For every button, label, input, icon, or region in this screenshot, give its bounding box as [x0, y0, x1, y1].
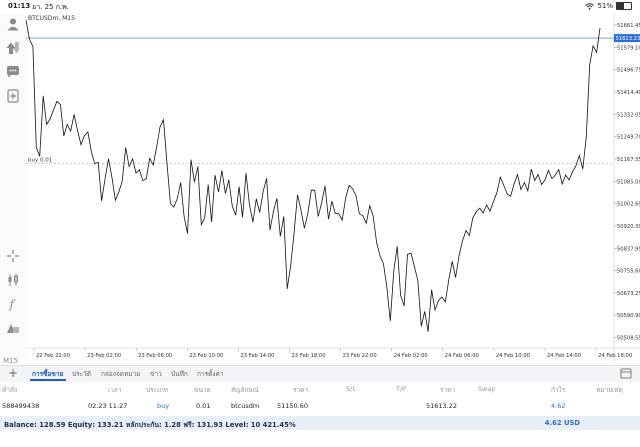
profit-cell: 4.62: [551, 402, 566, 410]
ticket-cell: 588499438: [2, 402, 40, 410]
date: อา. 25 ก.พ.: [32, 3, 70, 11]
time-tick-label: 23 Feb 06:00: [138, 353, 172, 359]
col-price-current: ราคา: [440, 386, 456, 394]
clock: 01:13: [8, 2, 31, 10]
total-profit-value: 4.62: [544, 419, 562, 427]
time-tick-label: 24 Feb 18:00: [598, 353, 632, 359]
price-tick-label: 51496.75: [617, 68, 640, 74]
price-tick-label: 51414.40: [617, 90, 640, 96]
indicator-function-icon[interactable]: f: [5, 296, 21, 312]
active-tab-indicator: [30, 379, 66, 381]
col-price-open: ราคา: [293, 386, 309, 394]
price-tick-label: 50837.95: [617, 246, 640, 252]
battery-percentage: 51%: [597, 2, 613, 10]
crosshair-icon[interactable]: [5, 248, 21, 264]
wifi-icon: [585, 2, 595, 10]
currency-label: USD: [563, 419, 580, 427]
tab-settings[interactable]: การตั้งค่า: [197, 370, 224, 378]
price-tick-label: 50755.60: [617, 269, 640, 275]
col-swap: Swap: [478, 385, 496, 393]
col-volume: ขนาด: [194, 386, 211, 394]
current-price-label-bg: [614, 34, 640, 43]
col-profit: กำไร: [551, 386, 566, 394]
terminal-tab-bar: + การซื้อขาย ประวัติ กล่องจดหมาย ข่าว บั…: [0, 365, 640, 382]
price-current-cell: 51613.22: [426, 402, 458, 410]
current-price-label: 51613.23: [616, 36, 640, 42]
price-tick-label: 51085.00: [617, 179, 640, 185]
time-tick-label: 23 Feb 02:00: [87, 353, 121, 359]
timeframe-selector[interactable]: M15: [3, 357, 18, 365]
tab-news[interactable]: ข่าว: [150, 370, 162, 378]
time-tick-label: 23 Feb 10:00: [189, 353, 223, 359]
price-series-line: [25, 20, 601, 332]
price-tick-label: 50590.90: [617, 313, 640, 319]
col-type: ประเภท: [146, 386, 168, 394]
price-open-cell: 51150.60: [277, 402, 309, 410]
tab-history[interactable]: ประวัติ: [72, 370, 91, 378]
balance-summary: Balance: 128.59 Equity: 133.21 หลักประกั…: [4, 421, 296, 429]
time-tick-label: 23 Feb 22:00: [343, 353, 377, 359]
total-profit: 4.62 USD: [545, 419, 580, 427]
trade-table-header: คำสั่ง เวลา ประเภท ขนาด สัญลักษณ์ ราคา S…: [0, 382, 640, 396]
price-tick-label: 51002.65: [617, 202, 640, 208]
tab-trade[interactable]: การซื้อขาย: [32, 370, 64, 378]
time-tick-label: 24 Feb 06:00: [445, 353, 479, 359]
col-time: เวลา: [108, 386, 122, 394]
tab-journal[interactable]: บันทึก: [171, 370, 188, 378]
price-tick-label: 50508.55: [617, 336, 640, 342]
panel-toggle-icon[interactable]: [620, 368, 632, 379]
balance-bar: Balance: 128.59 Equity: 133.21 หลักประกั…: [0, 416, 640, 430]
order-line-label: buy 0.01: [28, 158, 52, 164]
current-price-line: 51613.23: [26, 34, 640, 43]
candlestick-icon[interactable]: [5, 272, 21, 288]
price-tick-label: 51579.10: [617, 45, 640, 51]
time-tick-label: 22 Feb 22:00: [36, 353, 70, 359]
price-tick-label: 50920.30: [617, 224, 640, 230]
chat-icon[interactable]: [5, 64, 21, 80]
price-tick-label: 51332.05: [617, 112, 640, 118]
type-cell: buy: [157, 402, 170, 410]
add-icon[interactable]: +: [8, 366, 19, 380]
volume-cell: 0.01: [196, 402, 211, 410]
status-bar: 01:13 อา. 25 ก.พ. 51%: [0, 0, 640, 14]
account-icon[interactable]: [5, 16, 21, 32]
battery-icon: [616, 2, 632, 10]
trade-arrows-icon[interactable]: [5, 40, 21, 56]
table-row[interactable]: 588499438 02.23 11:27 buy 0.01 btcusdm 5…: [0, 399, 640, 413]
tab-mailbox[interactable]: กล่องจดหมาย: [101, 370, 141, 378]
time-tick-label: 24 Feb 14:00: [547, 353, 581, 359]
price-tick-label: 51661.45: [617, 23, 640, 29]
price-tick-label: 51249.70: [617, 135, 640, 141]
svg-text:f: f: [9, 298, 17, 312]
col-ticket: คำสั่ง: [2, 386, 18, 394]
chart-grid: [26, 14, 640, 364]
status-right: 51%: [585, 2, 632, 10]
drawing-shapes-icon[interactable]: [5, 320, 21, 336]
price-chart[interactable]: BTCUSDm, M15 buy 0.01 51613.23 51661.455…: [0, 14, 640, 364]
time-cell: 02.23 11:27: [88, 402, 128, 410]
col-symbol: สัญลักษณ์: [231, 386, 259, 394]
time-tick-label: 23 Feb 14:00: [240, 353, 274, 359]
time-tick-label: 24 Feb 10:00: [496, 353, 530, 359]
time-axis: 22 Feb 22:00 23 Feb 02:00 23 Feb 06:00 23 F…: [36, 353, 632, 359]
battery-fill: [617, 3, 625, 9]
col-sl: S/L: [346, 385, 356, 393]
time-tick-label: 24 Feb 02:00: [394, 353, 428, 359]
price-tick-label: 50673.25: [617, 291, 640, 297]
symbol-label: BTCUSDm, M15: [28, 15, 75, 22]
price-axis: 51661.45 51579.10 51496.75 51414.40 51332.05…: [617, 23, 640, 342]
time-tick-label: 23 Feb 18:00: [292, 353, 326, 359]
new-order-icon[interactable]: [5, 88, 21, 104]
chart-background: [26, 14, 614, 364]
col-tp: T/P: [396, 385, 407, 393]
col-comment: หมายเหตุ: [596, 386, 623, 394]
symbol-cell: btcusdm: [231, 402, 260, 410]
price-tick-label: 51167.35: [617, 157, 640, 163]
